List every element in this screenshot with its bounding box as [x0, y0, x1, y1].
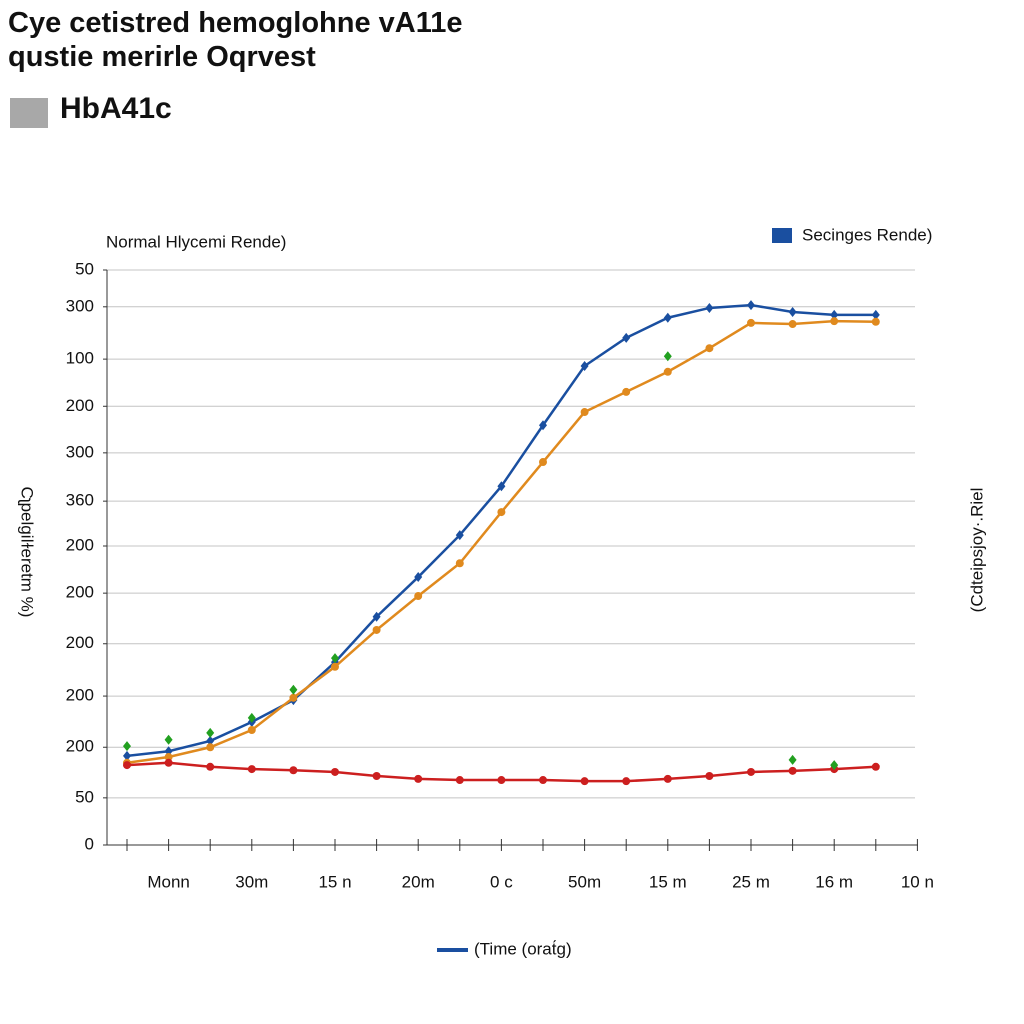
data-point	[663, 367, 672, 376]
data-point	[788, 306, 797, 317]
legend-swatch	[772, 228, 792, 243]
data-point	[788, 754, 797, 765]
data-point	[247, 726, 256, 734]
y-tick-label: 200	[66, 633, 94, 652]
y-tick-label: 50	[75, 787, 94, 806]
chart-title-line: Cye cetistred hemoglohne vA11e	[8, 7, 463, 39]
data-point	[830, 309, 839, 320]
data-point	[497, 776, 506, 785]
data-point	[663, 312, 672, 323]
data-point	[663, 774, 672, 783]
data-point	[372, 611, 381, 622]
y-tick-label: 0	[85, 834, 94, 853]
data-point	[871, 317, 880, 326]
data-point	[206, 743, 215, 752]
x-tick-label: 0 c	[490, 872, 513, 891]
data-point	[788, 320, 797, 329]
data-point	[414, 572, 423, 583]
data-point	[164, 758, 173, 767]
data-point	[247, 712, 256, 723]
data-point	[289, 766, 298, 775]
data-point	[414, 592, 423, 601]
data-point	[206, 735, 215, 746]
data-point	[331, 662, 339, 671]
data-point	[123, 750, 131, 761]
data-point	[289, 684, 298, 695]
data-point	[622, 777, 631, 786]
data-point	[455, 559, 464, 568]
data-point	[622, 387, 631, 396]
data-point	[247, 765, 256, 774]
data-point	[747, 767, 755, 776]
x-tick-label: 10 n	[901, 872, 934, 891]
data-point	[414, 774, 423, 783]
y-tick-label: 200	[66, 396, 94, 415]
data-point	[539, 420, 547, 431]
data-point	[830, 760, 839, 771]
data-point	[206, 762, 215, 771]
data-point	[622, 332, 631, 343]
x-tick-label: 25 m	[732, 872, 770, 891]
legend-label: Secinges Rende)	[802, 225, 932, 244]
chart-title-line: qustie merirle Oqrvest	[8, 41, 316, 73]
data-point	[497, 481, 506, 492]
data-point	[497, 508, 506, 517]
data-point	[123, 741, 131, 752]
annotation: Normal Hlycemi Rende)	[106, 232, 286, 251]
y-tick-label: 200	[66, 686, 94, 705]
y-tick-label: 360	[66, 491, 94, 510]
data-point	[289, 693, 298, 702]
data-point	[871, 762, 880, 771]
y-axis-label: Cʅpelgiǀɫeretm %)	[18, 487, 37, 618]
y-tick-label: 300	[66, 296, 94, 315]
data-point	[164, 734, 173, 745]
data-point	[331, 653, 339, 664]
y-tick-label: 300	[66, 442, 94, 461]
y2-axis-label: (Cdteipsjoy·.Riel	[967, 488, 986, 613]
data-point	[871, 309, 880, 320]
y-tick-label: 200	[66, 535, 94, 554]
data-point	[164, 753, 173, 762]
data-point	[580, 777, 589, 786]
x-tick-label: 30m	[235, 872, 268, 891]
data-point	[539, 458, 547, 467]
series-line	[126, 303, 876, 758]
data-point	[123, 761, 131, 770]
x-tick-label: 16 m	[815, 872, 853, 891]
x-tick-label: 50m	[568, 872, 601, 891]
y-tick-label: 200	[66, 737, 94, 756]
data-point	[788, 766, 797, 775]
data-point	[539, 776, 547, 785]
data-point	[580, 408, 589, 417]
data-point	[705, 302, 714, 313]
x-tick-label: 15 n	[318, 872, 351, 891]
data-point	[455, 530, 464, 541]
x-tick-label: 15 m	[649, 872, 687, 891]
x-tick-label: 20m	[402, 872, 435, 891]
y-tick-label: 200	[66, 583, 94, 602]
data-point	[455, 776, 464, 785]
data-point	[372, 772, 381, 780]
data-point	[830, 317, 839, 326]
data-point	[747, 300, 755, 311]
y-tick-label: 100	[66, 349, 94, 368]
data-point	[331, 767, 339, 776]
subtitle-swatch	[10, 98, 48, 128]
data-point	[372, 625, 381, 634]
x-tick-label: Monn	[147, 872, 190, 891]
data-point	[705, 772, 714, 780]
data-point	[206, 727, 215, 738]
data-point	[705, 344, 714, 353]
x-axis-label: (Time (orat́g)	[474, 939, 572, 959]
data-point	[663, 351, 672, 362]
data-point	[747, 318, 755, 327]
subtitle: HbA41c	[60, 92, 172, 125]
data-point	[580, 361, 589, 372]
y-tick-label: 50	[75, 259, 94, 278]
